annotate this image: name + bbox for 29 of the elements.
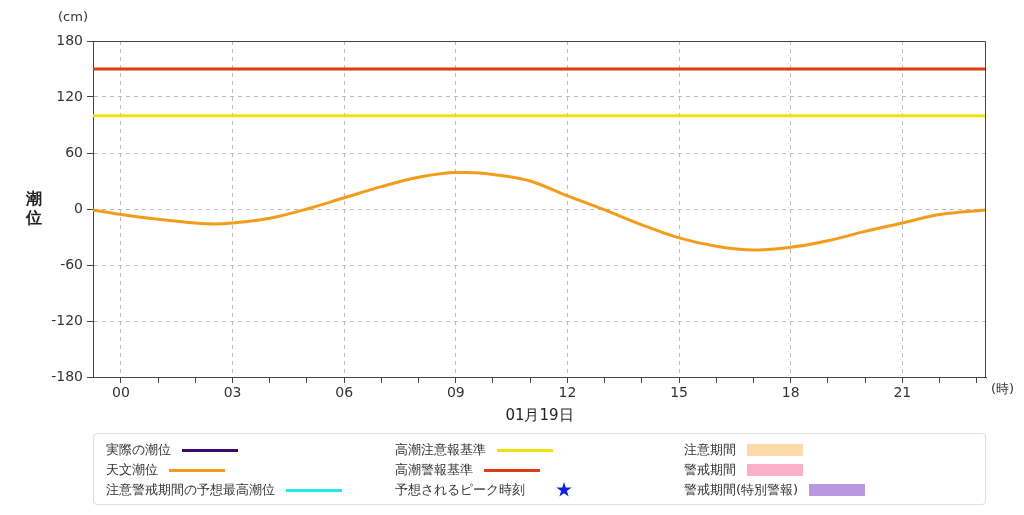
legend-label: 天文潮位: [106, 461, 158, 479]
x-axis-title: 01月19日: [505, 405, 574, 424]
y-tick-label: -120: [51, 311, 83, 328]
legend-label: 注意警戒期間の予想最高潮位: [106, 481, 275, 499]
legend-label: 実際の潮位: [106, 441, 171, 459]
legend-label: 警戒期間(特別警報): [684, 481, 799, 499]
x-tick-label: 12: [558, 384, 577, 401]
y-tick-label: 180: [56, 31, 83, 48]
legend-label: 高潮警報基準: [395, 461, 473, 479]
legend-label: 予想されるピーク時刻: [395, 481, 525, 499]
text: (時): [991, 380, 1015, 398]
y-tick-label: 120: [56, 87, 83, 104]
x-tick-label: 15: [670, 384, 688, 401]
line-series: [93, 171, 986, 252]
text: (cm): [58, 9, 88, 24]
x-tick-label: 06: [335, 384, 354, 401]
x-tick-label: 09: [446, 384, 465, 401]
y-tick-label: 60: [65, 143, 83, 160]
y-tick-label: 0: [74, 199, 83, 216]
y-tick-label: -60: [60, 255, 83, 272]
x-tick-label: 03: [223, 384, 242, 401]
x-tick-label: 00: [111, 384, 130, 401]
legend-label: 高潮注意報基準: [395, 441, 486, 459]
y-tick-label: -180: [51, 367, 83, 384]
y-axis-title: 潮位: [26, 189, 43, 227]
x-tick-label: 21: [893, 384, 912, 401]
legend-label: 警戒期間: [684, 461, 736, 479]
x-tick-label: 18: [781, 384, 800, 401]
legend-label: 注意期間: [684, 441, 736, 459]
